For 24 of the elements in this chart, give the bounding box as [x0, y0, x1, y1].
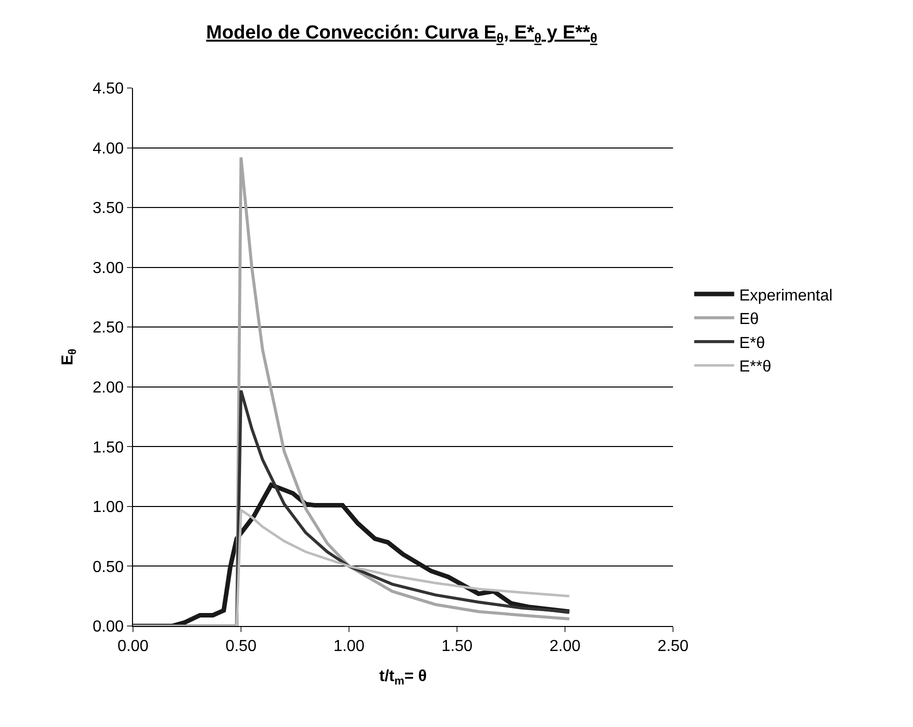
x-tick-label: 0.00: [117, 638, 149, 656]
y-tick-label: 3.00: [92, 260, 124, 277]
x-tick-label: 1.00: [333, 638, 365, 656]
y-tick-label: 2.50: [92, 320, 124, 337]
x-axis-title: t/t$_{m}$= θ: [379, 668, 427, 688]
legend-label: Eθ: [739, 311, 759, 328]
legend-label: E*θ: [739, 334, 766, 352]
y-tick-label: 4.00: [92, 140, 124, 158]
y-tick-label: 3.50: [92, 200, 124, 218]
y-tick-label: 0.50: [92, 558, 124, 576]
x-tick-label: 2.50: [657, 638, 689, 656]
y-tick-label: 2.00: [92, 379, 124, 396]
line-series: [133, 388, 571, 626]
line-series: [133, 508, 571, 626]
x-tick-label: 2.00: [549, 638, 581, 656]
chart-title: Modelo de Convección: Curva E$_{θ}$, E*$_{θ}$ y E**$_{θ}$: [206, 22, 598, 46]
x-tick-label: 0.50: [225, 638, 257, 656]
y-tick-label: 1.00: [92, 499, 124, 516]
y-tick-label: 0.00: [92, 618, 124, 636]
y-tick-label: 4.50: [92, 80, 124, 98]
legend-label: E**θ: [739, 358, 772, 376]
y-tick-label: 1.50: [92, 439, 124, 456]
x-tick-label: 1.50: [441, 638, 473, 656]
legend-label: Experimental: [739, 287, 833, 304]
